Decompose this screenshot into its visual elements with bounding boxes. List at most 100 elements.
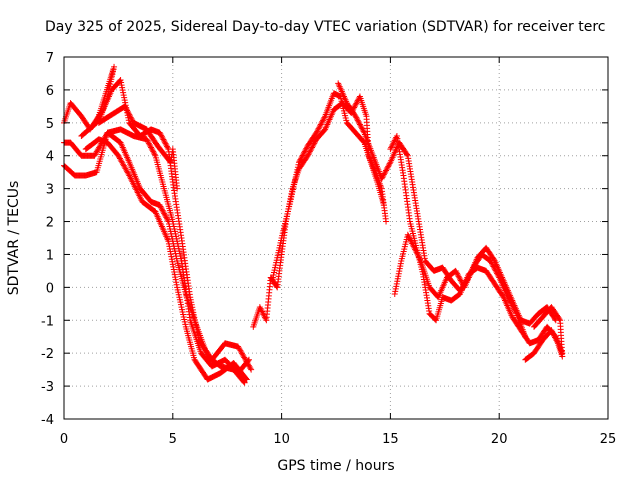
- data-point: [353, 114, 360, 121]
- data-point: [162, 140, 169, 147]
- satellite-track-5: [78, 63, 181, 192]
- data-points: [61, 63, 566, 386]
- data-point: [147, 143, 154, 150]
- data-point: [310, 141, 317, 148]
- data-point: [489, 262, 496, 269]
- data-point: [551, 332, 558, 339]
- data-point: [319, 117, 326, 124]
- data-point: [317, 121, 324, 128]
- x-tick-label: 25: [600, 432, 617, 447]
- data-point: [393, 134, 400, 141]
- axis-ticks: [63, 56, 609, 420]
- satellite-track-1: [61, 77, 255, 373]
- data-point: [158, 132, 165, 139]
- data-point: [380, 173, 387, 180]
- x-tick-labels: 0 5 10 15 20 25: [60, 432, 616, 447]
- x-tick-label: 20: [491, 432, 508, 447]
- data-point: [127, 112, 134, 119]
- data-point: [351, 103, 358, 110]
- data-point: [256, 304, 263, 311]
- data-point: [160, 208, 167, 215]
- data-point: [552, 334, 559, 341]
- data-point: [157, 203, 164, 210]
- data-point: [380, 171, 387, 178]
- data-point: [124, 107, 131, 114]
- data-point: [120, 89, 127, 96]
- data-point: [404, 151, 411, 158]
- satellite-track-11: [522, 304, 566, 363]
- satellite-track-4: [82, 136, 250, 383]
- data-point: [395, 270, 402, 277]
- y-tick-label: 4: [46, 150, 54, 165]
- data-point: [126, 111, 133, 118]
- data-point: [390, 140, 397, 147]
- data-point: [454, 272, 461, 279]
- data-point: [164, 144, 171, 151]
- data-point: [506, 296, 513, 303]
- y-axis-label: SDTVAR / TECUs: [6, 181, 22, 296]
- data-point: [360, 128, 367, 135]
- data-point: [296, 157, 303, 164]
- data-point: [388, 143, 395, 150]
- data-point: [382, 168, 389, 175]
- y-tick-label: 6: [46, 84, 54, 99]
- data-point: [358, 124, 365, 131]
- data-point: [495, 273, 502, 280]
- data-point: [303, 145, 310, 152]
- data-point: [494, 271, 501, 278]
- data-point: [320, 115, 327, 122]
- data-point: [385, 162, 392, 169]
- data-point: [159, 135, 166, 142]
- data-point: [300, 151, 307, 158]
- data-point: [509, 302, 516, 309]
- data-point: [432, 316, 439, 323]
- data-point: [394, 278, 401, 285]
- data-point: [319, 118, 326, 125]
- data-point: [507, 298, 514, 305]
- data-point: [299, 152, 306, 159]
- data-point: [297, 156, 304, 163]
- data-point: [453, 269, 460, 276]
- data-point: [160, 136, 167, 143]
- data-point: [512, 307, 519, 314]
- data-point: [158, 204, 165, 211]
- data-point: [491, 264, 498, 271]
- data-point: [352, 101, 359, 108]
- data-point: [302, 146, 309, 153]
- data-point: [241, 379, 248, 386]
- data-point: [118, 79, 125, 86]
- data-point: [161, 139, 168, 146]
- data-point: [161, 211, 168, 218]
- data-point: [247, 365, 254, 372]
- data-point: [509, 303, 516, 310]
- data-point: [318, 120, 325, 127]
- satellite-track-2: [61, 126, 252, 376]
- data-point: [162, 213, 169, 220]
- data-point: [396, 265, 403, 272]
- data-point: [352, 113, 359, 120]
- data-point: [248, 366, 255, 373]
- data-point: [457, 276, 464, 283]
- y-tick-label: -2: [41, 347, 54, 362]
- data-point: [150, 149, 157, 156]
- data-point: [92, 120, 99, 127]
- data-point: [161, 137, 168, 144]
- data-point: [404, 231, 411, 238]
- data-point: [298, 155, 305, 162]
- data-point: [121, 103, 128, 110]
- data-point: [314, 128, 321, 135]
- data-point: [123, 106, 130, 113]
- data-point: [531, 322, 538, 329]
- data-point: [257, 305, 264, 312]
- data-point: [359, 125, 366, 132]
- data-point: [163, 142, 170, 149]
- x-tick-label: 15: [382, 432, 399, 447]
- data-point: [128, 115, 135, 122]
- data-point: [379, 174, 386, 181]
- data-point: [393, 280, 400, 287]
- y-tick-label: 5: [46, 117, 54, 132]
- data-point: [313, 129, 320, 136]
- data-point: [511, 306, 518, 313]
- data-point: [405, 233, 412, 240]
- data-point: [309, 143, 316, 150]
